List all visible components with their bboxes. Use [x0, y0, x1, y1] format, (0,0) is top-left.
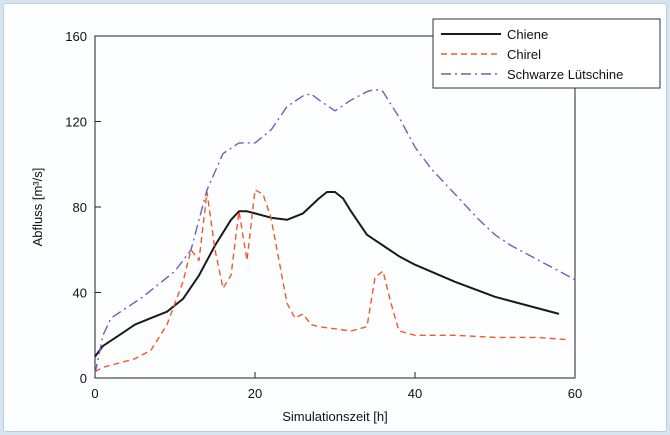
x-tick-label: 0 [91, 386, 98, 401]
legend-label: Chiene [507, 27, 548, 42]
y-tick-label: 160 [65, 29, 87, 44]
y-tick-label: 80 [73, 200, 87, 215]
x-axis-title: Simulationszeit [h] [282, 409, 388, 424]
series-line-chiene [94, 191, 560, 358]
legend-box [432, 18, 661, 89]
y-axis-title: Abfluss [m³/s] [30, 168, 45, 247]
legend-label: Chirel [507, 47, 541, 62]
y-tick-label: 120 [65, 115, 87, 130]
x-tick-label: 40 [408, 386, 422, 401]
x-tick-label: 60 [568, 386, 582, 401]
legend: Chiene Chirel Schwarze Lütschine [432, 18, 661, 89]
legend-label: Schwarze Lütschine [507, 67, 623, 82]
series-line-chirel [94, 189, 568, 373]
x-tick-label: 20 [248, 386, 262, 401]
axis-ticks: 0 20 40 60 0 40 80 120 160 [65, 29, 582, 401]
series-line-schwarze-l-tschine [94, 88, 576, 374]
y-tick-label: 0 [80, 371, 87, 386]
y-tick-label: 40 [73, 286, 87, 301]
series-lines [94, 88, 576, 374]
